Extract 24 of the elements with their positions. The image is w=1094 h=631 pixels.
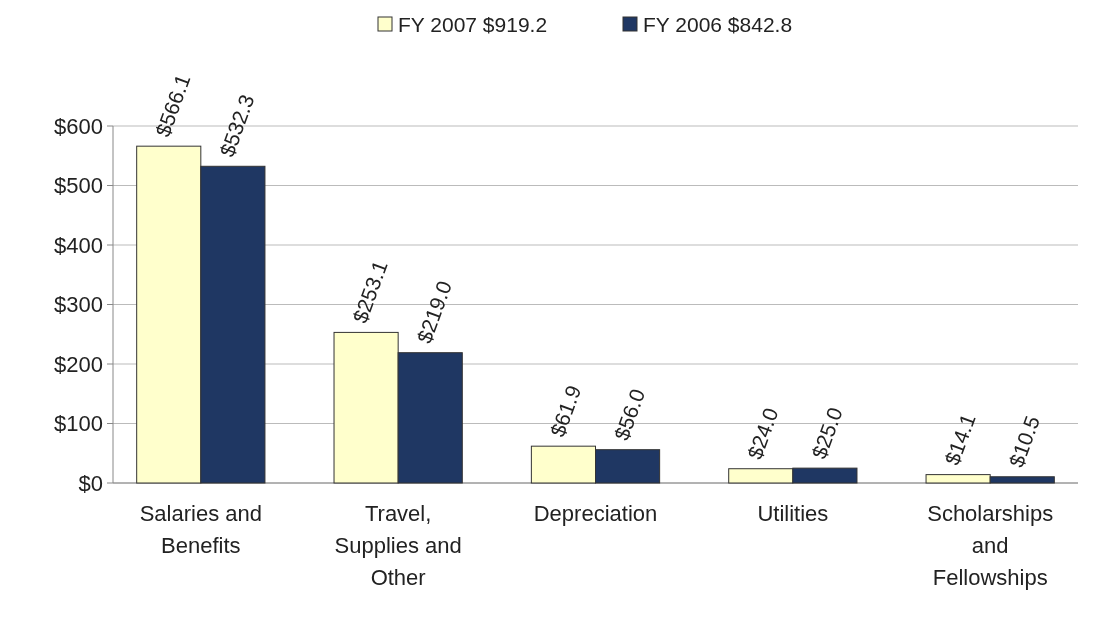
y-tick-label: $300	[54, 292, 103, 318]
legend-label: FY 2006 $842.8	[643, 13, 793, 37]
data-label: $253.1	[348, 257, 392, 326]
x-tick-label: Salaries and Benefits	[139, 501, 262, 558]
data-label: $219.0	[412, 277, 456, 347]
data-label: $10.5	[1004, 412, 1044, 471]
y-tick-label: $400	[54, 232, 103, 258]
legend-label: FY 2007 $919.2	[398, 13, 548, 37]
x-tick-label: Depreciation	[533, 501, 658, 526]
data-label: $532.3	[215, 91, 259, 160]
x-tick-label: Travel, Supplies and Other	[334, 501, 462, 590]
x-tick-label: Utilities	[757, 501, 829, 526]
x-tick-label: Scholarships and Fellowships	[927, 501, 1054, 590]
y-tick-label: $200	[54, 351, 103, 377]
data-label: $14.1	[940, 410, 980, 468]
data-label: $24.0	[742, 404, 783, 463]
data-label: $566.1	[150, 71, 195, 140]
y-tick-label: $600	[54, 113, 103, 139]
data-label: $25.0	[807, 404, 847, 462]
y-tick-label: $500	[54, 173, 103, 199]
y-tick-label: $0	[78, 470, 103, 496]
data-label: $56.0	[609, 385, 650, 444]
data-label: $61.9	[545, 382, 586, 440]
y-tick-label: $100	[54, 411, 103, 437]
